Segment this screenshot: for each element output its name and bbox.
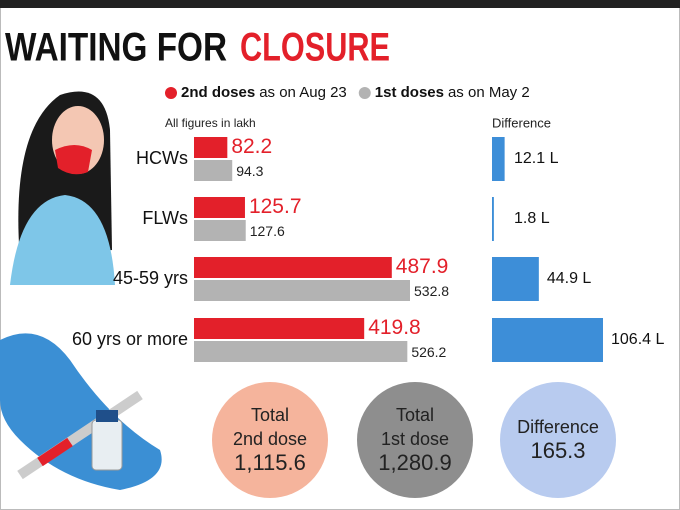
- value-label: 532.8: [414, 283, 449, 299]
- total-circle: [500, 382, 616, 498]
- legend-note: as on May 2: [448, 84, 530, 101]
- total-label: 2nd dose: [233, 429, 307, 449]
- bar: [194, 220, 246, 241]
- illustration-vaccine: [0, 333, 162, 490]
- illustration-woman: [10, 91, 115, 285]
- total-label: 1st dose: [381, 429, 449, 449]
- bar: [194, 160, 233, 181]
- category-label: HCWs: [136, 148, 188, 168]
- category-label: 60 yrs or more: [72, 329, 188, 349]
- total-circle: [212, 382, 328, 498]
- category-label: 45-59 yrs: [113, 268, 188, 288]
- total-value: 165.3: [530, 438, 585, 463]
- top-rule: [0, 0, 680, 8]
- difference-bar: [492, 257, 539, 301]
- total-label: Total: [396, 405, 434, 425]
- bar: [194, 318, 365, 339]
- total-value: 1,280.9: [378, 450, 451, 475]
- legend-swatch: [165, 87, 177, 99]
- legend-swatch: [358, 87, 371, 99]
- bar: [194, 257, 392, 278]
- difference-label: 12.1 L: [514, 150, 559, 167]
- value-label: 82.2: [231, 135, 272, 158]
- total-label: Total: [251, 405, 289, 425]
- bar: [194, 197, 245, 218]
- difference-bar: [492, 318, 603, 362]
- units-note: All figures in lakh: [165, 116, 256, 130]
- category-label: FLWs: [142, 208, 188, 228]
- legend-note: as on Aug 23: [259, 84, 347, 101]
- difference-label: 106.4 L: [611, 331, 664, 348]
- difference-label: 44.9 L: [547, 270, 592, 287]
- bar: [194, 137, 228, 158]
- total-circle: [357, 382, 473, 498]
- difference-bar: [492, 137, 505, 181]
- difference-title: Difference: [492, 115, 551, 130]
- difference-bar: [492, 197, 494, 241]
- value-label: 94.3: [236, 163, 263, 179]
- chart-title: WAITING FOR: [5, 26, 227, 70]
- bar: [194, 341, 408, 362]
- value-label: 487.9: [396, 255, 449, 278]
- difference-label: 1.8 L: [514, 210, 550, 227]
- bar: [194, 280, 410, 301]
- legend-label: 1st doses: [375, 84, 444, 101]
- legend-label: 2nd doses: [181, 84, 255, 101]
- value-label: 526.2: [411, 344, 446, 360]
- chart-title-highlight: CLOSURE: [240, 26, 390, 70]
- value-label: 125.7: [249, 195, 302, 218]
- total-value: 1,115.6: [234, 450, 306, 475]
- total-label: Difference: [517, 417, 599, 437]
- value-label: 127.6: [250, 223, 285, 239]
- value-label: 419.8: [368, 316, 421, 339]
